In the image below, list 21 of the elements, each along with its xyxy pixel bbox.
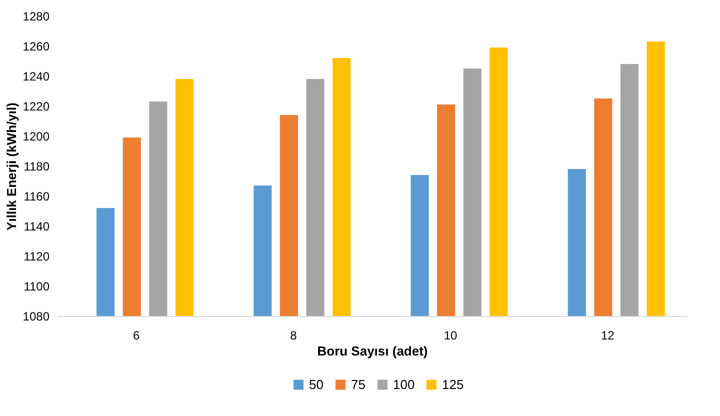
y-tick-label: 1100	[24, 280, 50, 294]
x-tick-label: 10	[444, 328, 458, 342]
legend-label: 75	[351, 376, 366, 392]
y-tick-label: 1260	[22, 40, 50, 54]
y-tick-label: 1160	[24, 190, 50, 204]
y-tick-label: 1280	[22, 10, 50, 24]
y-tick-label: 1080	[22, 310, 50, 324]
x-tick-label: 12	[600, 328, 615, 342]
legend-label: 125	[442, 376, 464, 392]
x-tick-label: 8	[290, 328, 298, 342]
y-tick-label: 1120	[24, 250, 50, 264]
y-tick-label: 1140	[24, 220, 50, 234]
legend-label: 50	[309, 376, 324, 392]
y-tick-label: 1200	[22, 130, 50, 144]
y-tick-label: 1240	[22, 70, 50, 84]
legend-label: 100	[393, 376, 415, 392]
y-axis-title: Yıllık Enerji (kWh/yıl)	[4, 102, 19, 230]
x-axis-title: Boru Sayısı (adet)	[317, 344, 428, 358]
x-tick-label: 6	[132, 328, 140, 342]
y-tick-label: 1180	[24, 160, 50, 174]
y-tick-label: 1220	[22, 100, 50, 114]
